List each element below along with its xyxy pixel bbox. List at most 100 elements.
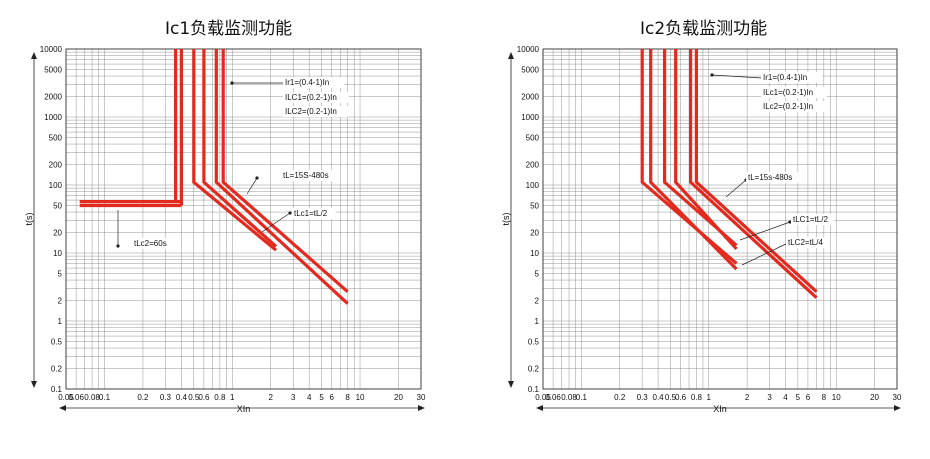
- chart-1: 100005000200010005002001005020105210.50.…: [24, 45, 426, 414]
- x-tick-label: 6: [806, 393, 811, 402]
- x-tick-label: 10: [356, 393, 365, 402]
- x-tick-label: 0.5: [665, 393, 677, 402]
- x-tick-label: 0.05: [535, 393, 551, 402]
- plot-frame: [65, 48, 422, 390]
- y-tick-label: 50: [53, 201, 62, 210]
- x-tick-label: 3: [767, 393, 772, 402]
- x-tick-label: 0.4: [653, 393, 665, 402]
- y-tick-label: 1: [535, 317, 540, 326]
- x-tick-label: 6: [329, 393, 334, 402]
- x-tick-label: 0.3: [160, 393, 172, 402]
- annotation-label: Ir1=(0.4-1)In: [763, 73, 807, 82]
- x-tick-label: 0.1: [576, 393, 588, 402]
- annotation-label: ILC2=(0.2-1)In: [285, 107, 337, 116]
- y-tick-label: 5000: [44, 65, 62, 74]
- x-tick-label: 0.08: [561, 393, 577, 402]
- x-tick-label: 30: [417, 393, 426, 402]
- annotation-bg: [761, 72, 823, 83]
- x-tick-label: 20: [394, 393, 403, 402]
- x-tick-label: 1: [230, 393, 235, 402]
- y-tick-label: 200: [49, 161, 63, 170]
- y-tick-label: 10: [530, 249, 539, 258]
- annotation-leader: [725, 179, 747, 198]
- y-tick-label: 0.1: [51, 385, 63, 394]
- curve-series-6: [694, 49, 818, 293]
- annotation-leader: [246, 177, 258, 195]
- y-tick-label: 1: [58, 317, 63, 326]
- x-tick-label: 0.06: [545, 393, 561, 402]
- y-tick-label: 10000: [517, 45, 540, 54]
- y-tick-label: 0.5: [528, 337, 540, 346]
- x-tick-label: 0.3: [637, 393, 649, 402]
- annotation-label: tL=15s-480s: [748, 173, 792, 182]
- y-tick-label: 200: [526, 161, 540, 170]
- annotation-arrow-tip: [255, 176, 259, 180]
- annotation-bg: [132, 238, 172, 249]
- y-arrow-head-up: [508, 52, 514, 59]
- chart-2-title: Ic2负载监测功能: [640, 19, 768, 39]
- y-tick-label: 1000: [44, 113, 62, 122]
- y-tick-label: 100: [49, 181, 63, 190]
- x-tick-label: 0.8: [691, 393, 703, 402]
- x-tick-label: 0.2: [614, 393, 626, 402]
- x-tick-label: 10: [832, 393, 841, 402]
- x-tick-label: 8: [822, 393, 827, 402]
- annotation-bg: [761, 87, 827, 98]
- annotation-label: tLC2=tL/4: [788, 238, 823, 247]
- annotation-bg: [786, 237, 830, 248]
- y-tick-label: 100: [526, 181, 540, 190]
- annotation-label: tLc1=tL/2: [294, 209, 328, 218]
- annotation-arrow-tip: [230, 81, 234, 85]
- y-axis-label: t(s): [24, 213, 34, 226]
- x-tick-label: 3: [291, 393, 296, 402]
- annotation-arrow-tip: [288, 211, 292, 215]
- annotation-leader: [261, 212, 291, 233]
- x-tick-label: 5: [796, 393, 801, 402]
- y-tick-label: 2: [535, 297, 540, 306]
- y-tick-label: 5: [58, 269, 63, 278]
- curve-series-2: [649, 49, 738, 271]
- annotation-label: ILc2=(0.2-1)In: [763, 102, 813, 111]
- y-tick-label: 20: [530, 229, 539, 238]
- x-tick-label: 0.5: [188, 393, 200, 402]
- chart-1-title: Ic1负载监测功能: [165, 19, 293, 39]
- x-tick-label: 2: [745, 393, 750, 402]
- x-tick-label: 0.1: [99, 393, 111, 402]
- x-tick-label: 4: [783, 393, 788, 402]
- curve-series-5: [688, 49, 818, 299]
- x-arrow-head-right: [418, 405, 425, 411]
- x-tick-label: 0.6: [675, 393, 687, 402]
- y-tick-label: 20: [53, 229, 62, 238]
- annotation-leader: [711, 74, 763, 79]
- annotation-arrow-tip: [788, 220, 792, 224]
- x-arrow-head-left: [59, 405, 66, 411]
- annotation-leader: [739, 221, 791, 241]
- curve-series-5: [192, 49, 278, 252]
- y-tick-label: 1000: [521, 113, 539, 122]
- y-tick-label: 50: [530, 201, 539, 210]
- annotation-bg: [283, 77, 345, 88]
- annotation-bg: [791, 214, 835, 225]
- curve-series-6: [202, 49, 278, 248]
- x-tick-label: 5: [319, 393, 324, 402]
- chart-2: 100005000200010005002001005020105210.50.…: [501, 45, 902, 414]
- y-tick-label: 2000: [44, 93, 62, 102]
- y-tick-label: 10: [53, 249, 62, 258]
- y-tick-label: 2: [58, 297, 63, 306]
- annotation-bg: [283, 106, 349, 117]
- y-tick-label: 0.1: [528, 385, 540, 394]
- annotation-label: ILC1=(0.2-1)In: [285, 93, 337, 102]
- x-tick-label: 0.05: [58, 393, 74, 402]
- curve-series-8: [221, 49, 349, 293]
- annotation-label: tLc2=60s: [134, 239, 167, 248]
- y-tick-label: 0.2: [528, 365, 540, 374]
- x-tick-label: 2: [268, 393, 273, 402]
- annotation-bg: [281, 170, 334, 181]
- x-tick-label: 1: [707, 393, 712, 402]
- annotation-arrow-tip: [710, 73, 714, 77]
- x-tick-label: 30: [893, 393, 902, 402]
- annotation-bg: [746, 172, 799, 183]
- annotation-label: tLC1=tL/2: [793, 215, 828, 224]
- x-arrow-head-right: [894, 405, 901, 411]
- y-tick-label: 500: [49, 133, 63, 142]
